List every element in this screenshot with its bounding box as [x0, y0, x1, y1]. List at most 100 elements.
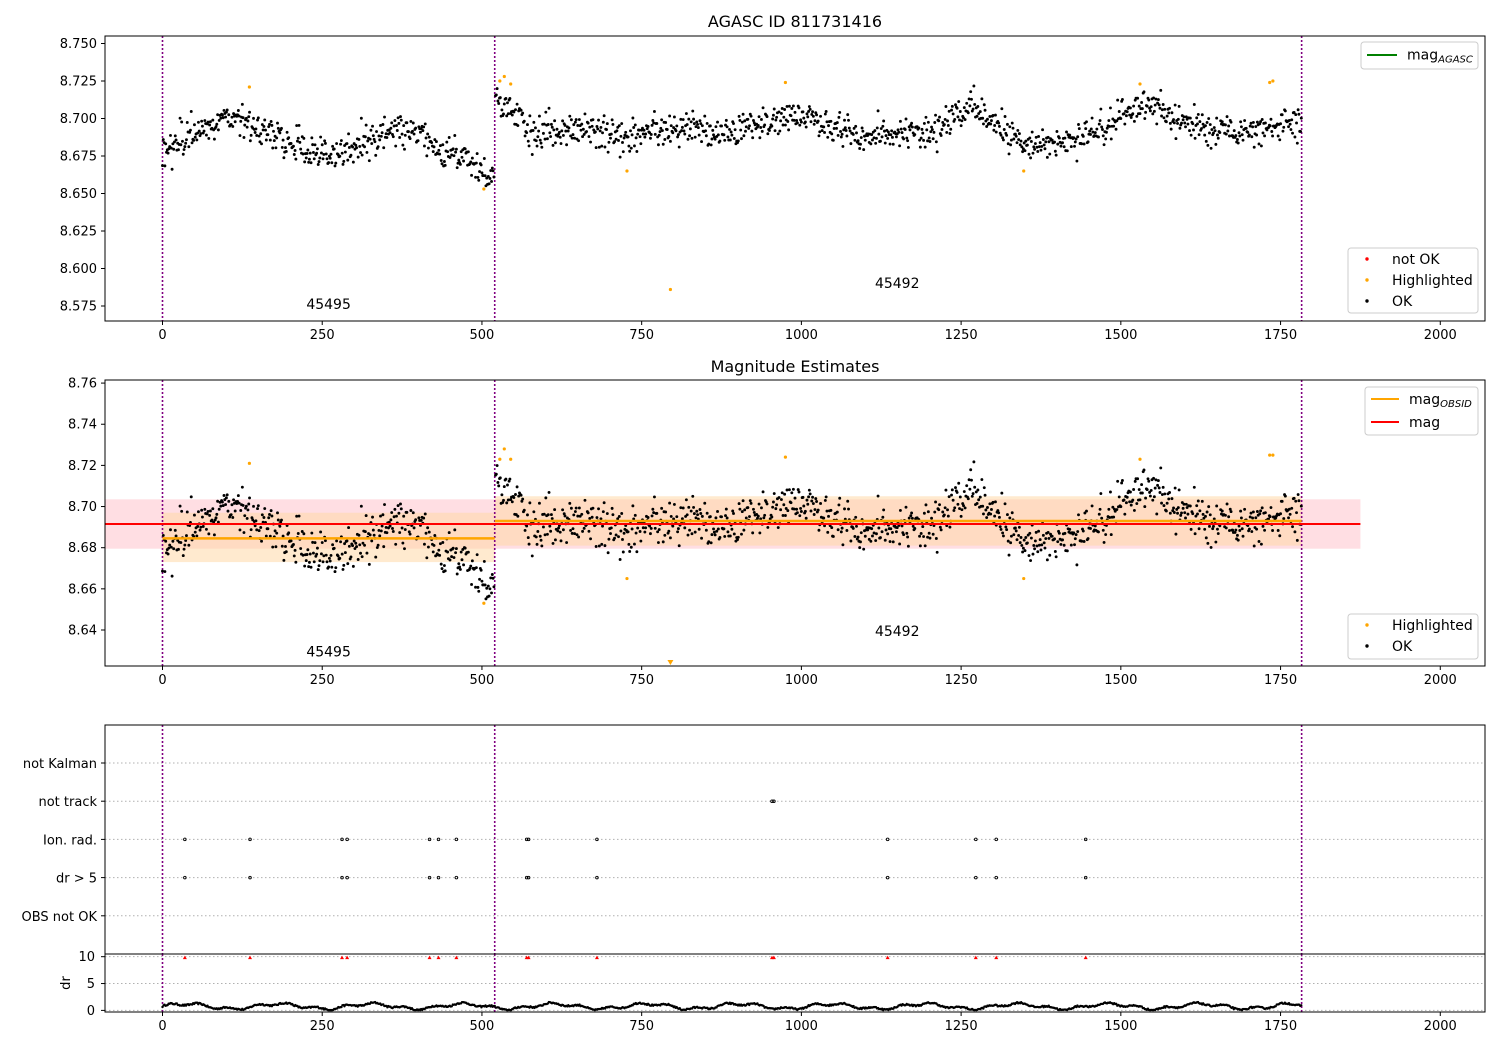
ok-point — [1077, 123, 1080, 126]
ok-point — [1097, 135, 1100, 139]
ok-point — [351, 145, 355, 149]
ok-point — [761, 490, 765, 494]
legend-label: mag — [1409, 415, 1440, 431]
ok-point — [1054, 555, 1058, 559]
ok-point — [359, 504, 363, 508]
ok-point — [1069, 543, 1073, 547]
ok-point — [806, 502, 810, 506]
ok-point — [536, 135, 540, 139]
ok-point — [804, 516, 808, 520]
ok-point — [237, 114, 241, 118]
ok-point — [856, 535, 860, 539]
ok-point — [452, 556, 456, 559]
ok-point — [494, 93, 498, 97]
ok-point — [835, 121, 839, 125]
ok-point — [638, 529, 642, 533]
ok-point — [950, 108, 953, 112]
ok-point — [509, 498, 513, 502]
ok-point — [1019, 536, 1023, 539]
ok-point — [229, 513, 233, 517]
ok-point — [1145, 488, 1149, 492]
ok-point — [1016, 128, 1020, 132]
ok-point — [179, 541, 183, 544]
ok-point — [543, 533, 547, 537]
ok-point — [388, 131, 392, 135]
ok-point — [799, 120, 803, 124]
ok-point — [528, 501, 532, 505]
ok-point — [760, 117, 763, 121]
ok-point — [523, 528, 527, 532]
ok-point — [266, 133, 270, 137]
ok-point — [983, 108, 987, 112]
ok-point — [589, 140, 593, 144]
ok-point — [295, 514, 299, 518]
ok-point — [843, 118, 846, 122]
ok-point — [216, 520, 220, 524]
ok-point — [319, 552, 323, 556]
ok-point — [208, 509, 212, 513]
ok-point — [970, 478, 973, 482]
ok-point — [966, 497, 970, 501]
ok-point — [971, 492, 975, 496]
ok-point — [573, 510, 577, 514]
ok-point — [1287, 118, 1291, 122]
ok-point — [424, 531, 428, 535]
ok-point — [256, 504, 260, 508]
axes-frame — [104, 35, 1486, 322]
ok-point — [240, 485, 244, 489]
ok-point — [934, 113, 938, 117]
ok-point — [1236, 141, 1240, 145]
ok-point — [871, 534, 874, 538]
ok-point — [593, 130, 597, 134]
ok-point — [1185, 506, 1189, 510]
ok-point — [1189, 133, 1193, 137]
ok-point — [460, 558, 464, 562]
ok-point — [315, 552, 319, 556]
ok-point — [890, 135, 894, 139]
ok-point — [557, 526, 561, 530]
ok-point — [845, 134, 849, 138]
ok-point — [871, 138, 874, 142]
ok-point — [257, 529, 261, 533]
legend-subscript: OBSID — [1440, 399, 1472, 410]
ok-point — [815, 500, 819, 503]
ok-point — [607, 537, 611, 541]
ok-point — [382, 545, 386, 549]
ok-point — [1098, 119, 1102, 122]
ok-point — [910, 516, 914, 520]
ok-point — [1148, 109, 1152, 113]
ok-point — [268, 122, 271, 126]
ok-point — [1172, 118, 1175, 122]
ok-point — [1163, 107, 1167, 111]
ok-point — [628, 550, 632, 553]
ok-point — [1176, 506, 1180, 510]
ok-point — [689, 509, 693, 513]
ok-point — [917, 126, 921, 130]
ok-point — [440, 567, 444, 571]
ok-point — [302, 136, 306, 140]
ok-point — [900, 131, 904, 135]
ok-point — [675, 515, 679, 519]
ok-point — [766, 132, 770, 136]
ok-point — [1082, 142, 1086, 146]
x-tick-label: 500 — [470, 328, 495, 343]
ok-point — [998, 525, 1002, 529]
ok-point — [854, 124, 858, 128]
ok-point — [684, 112, 688, 116]
ok-point — [771, 113, 775, 117]
ok-point — [460, 155, 464, 159]
ok-point — [837, 503, 841, 507]
ok-point — [787, 128, 791, 132]
ok-point — [1102, 143, 1106, 147]
ok-point — [748, 499, 752, 503]
ok-point — [824, 495, 828, 499]
ok-point — [398, 531, 402, 535]
ok-point — [650, 514, 654, 518]
ok-point — [655, 122, 659, 125]
ok-point — [179, 143, 183, 147]
y-tick-label: 8.625 — [60, 225, 97, 240]
ok-point — [1176, 511, 1179, 515]
ok-point — [898, 542, 902, 546]
flag-marker — [340, 875, 344, 880]
ok-point — [238, 528, 242, 532]
